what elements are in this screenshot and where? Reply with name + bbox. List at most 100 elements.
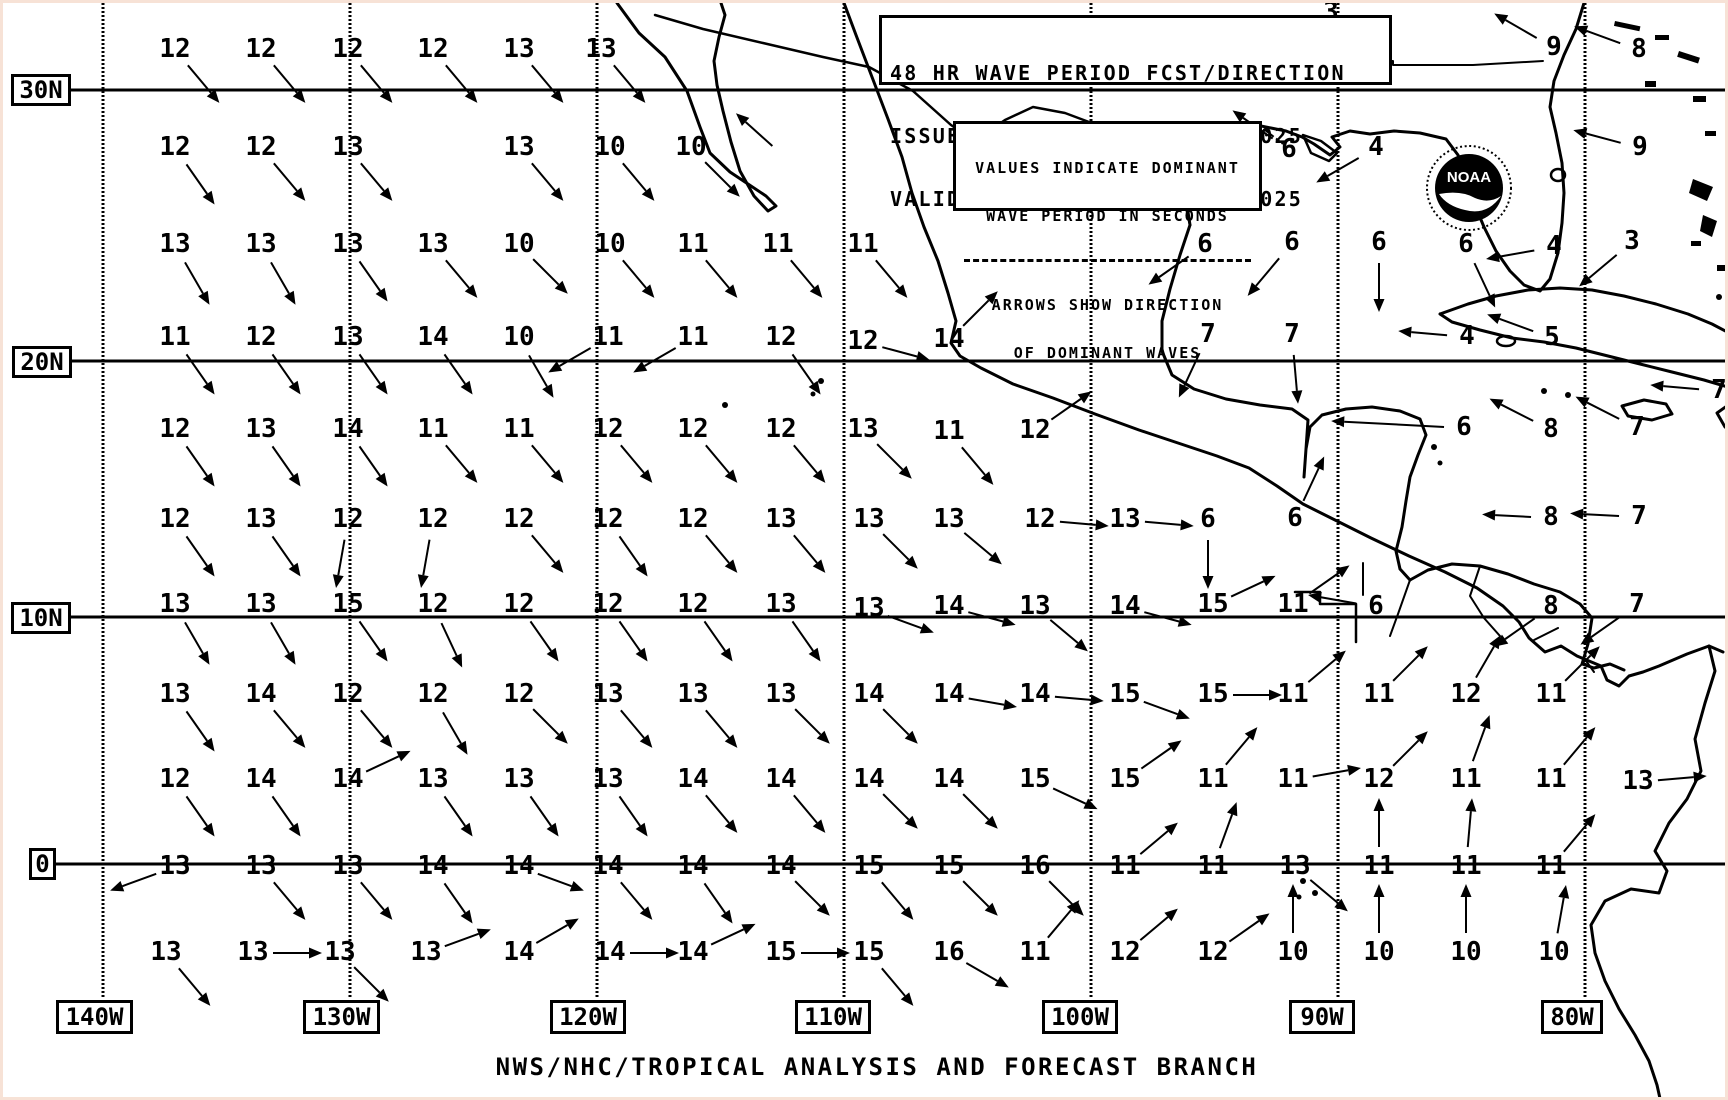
arrowhead bbox=[460, 909, 473, 924]
wave-period-value: 14 bbox=[933, 764, 964, 794]
arrowhead bbox=[724, 559, 738, 573]
wave-period-value: 13 bbox=[847, 414, 878, 444]
wave-period-value: 13 bbox=[159, 851, 190, 881]
arrowhead bbox=[1066, 900, 1080, 914]
arrowhead bbox=[375, 647, 388, 662]
wave-period-value: 14 bbox=[503, 937, 534, 967]
wave-direction-arrow bbox=[882, 533, 910, 561]
arrowhead bbox=[379, 89, 393, 103]
wave-period-value: 5 bbox=[1544, 322, 1560, 352]
wave-period-value: 12 bbox=[592, 414, 623, 444]
arrowhead bbox=[635, 562, 648, 577]
wave-period-value: 13 bbox=[1019, 591, 1050, 621]
wave-period-value: 14 bbox=[594, 937, 625, 967]
wave-direction-arrow bbox=[273, 64, 298, 94]
wave-period-value: 13 bbox=[237, 937, 268, 967]
wave-direction-arrow bbox=[443, 353, 466, 385]
arrowhead bbox=[554, 730, 568, 744]
wave-period-value: 13 bbox=[677, 679, 708, 709]
wave-period-value: 14 bbox=[1109, 591, 1140, 621]
wave-direction-arrow bbox=[705, 444, 730, 474]
arrowhead bbox=[1167, 740, 1182, 753]
wave-period-value: 12 bbox=[503, 589, 534, 619]
arrowhead bbox=[816, 902, 830, 916]
wave-period-value: 11 bbox=[1450, 851, 1481, 881]
wave-direction-arrow bbox=[793, 444, 818, 474]
wave-period-value: 12 bbox=[677, 504, 708, 534]
wave-period-value: 13 bbox=[245, 851, 276, 881]
wave-direction-arrow bbox=[1312, 769, 1349, 778]
wave-direction-arrow bbox=[1144, 520, 1181, 526]
wave-period-value: 13 bbox=[503, 764, 534, 794]
wave-direction-arrow bbox=[1047, 909, 1072, 939]
wave-direction-arrow bbox=[1498, 249, 1535, 258]
wave-direction-arrow bbox=[358, 260, 381, 292]
arrowhead bbox=[1489, 398, 1504, 410]
island-hispaniola-edge bbox=[1715, 405, 1725, 429]
wave-direction-arrow bbox=[705, 259, 730, 289]
wave-period-value: 7 bbox=[1629, 589, 1645, 619]
wave-period-value: 11 bbox=[1363, 851, 1394, 881]
wave-direction-arrow bbox=[963, 532, 993, 557]
wave-period-value: 15 bbox=[853, 851, 884, 881]
arrowhead bbox=[1460, 884, 1472, 897]
wave-period-value: 12 bbox=[1109, 937, 1140, 967]
arrowhead bbox=[1226, 802, 1238, 817]
small-islands bbox=[722, 20, 1725, 900]
wave-direction-arrow bbox=[881, 967, 906, 997]
arrowhead bbox=[1373, 299, 1385, 312]
arrowhead bbox=[632, 89, 646, 103]
arrowhead bbox=[550, 89, 564, 103]
arrowhead bbox=[197, 992, 211, 1006]
arrowhead bbox=[1573, 128, 1588, 139]
arrowhead bbox=[1261, 575, 1276, 587]
wave-direction-arrow bbox=[1309, 879, 1339, 904]
wave-direction-arrow bbox=[1411, 331, 1448, 337]
wave-direction-arrow bbox=[794, 708, 822, 736]
arrowhead bbox=[1070, 902, 1084, 916]
wave-direction-arrow bbox=[1344, 420, 1445, 428]
wave-direction-arrow bbox=[882, 708, 910, 736]
wave-period-value: 13 bbox=[933, 504, 964, 534]
arrowhead bbox=[1177, 616, 1192, 627]
arrowhead bbox=[735, 113, 750, 127]
arrowhead bbox=[284, 290, 296, 305]
arrowhead bbox=[548, 361, 563, 373]
wave-period-value: 10 bbox=[1538, 937, 1569, 967]
wave-period-value: 13 bbox=[503, 34, 534, 64]
arrowhead bbox=[720, 647, 733, 662]
wave-period-value: 13 bbox=[853, 504, 884, 534]
arrowhead bbox=[375, 472, 388, 487]
wave-period-value: 11 bbox=[592, 322, 623, 352]
wave-period-value: 11 bbox=[1535, 851, 1566, 881]
wave-direction-arrow bbox=[644, 347, 677, 367]
arrowhead bbox=[1414, 646, 1428, 660]
arrowhead bbox=[1575, 396, 1590, 408]
wave-direction-arrow bbox=[968, 697, 1005, 706]
wave-period-value: 12 bbox=[332, 34, 363, 64]
wave-period-value: 4 bbox=[1368, 132, 1384, 162]
arrowhead bbox=[1574, 25, 1589, 37]
wave-direction-arrow bbox=[445, 64, 470, 94]
wave-direction-arrow bbox=[1500, 403, 1534, 422]
arrowhead bbox=[476, 928, 491, 940]
wave-period-value: 12 bbox=[159, 132, 190, 162]
noaa-logo: NOAA bbox=[1426, 145, 1512, 231]
wave-period-value: 14 bbox=[765, 764, 796, 794]
wave-direction-arrow bbox=[1586, 29, 1621, 45]
wave-direction-arrow bbox=[1585, 132, 1621, 144]
grid-label-80W: 80W bbox=[1541, 1000, 1603, 1034]
arrowhead bbox=[639, 906, 653, 920]
arrowhead bbox=[639, 469, 653, 483]
arrowhead bbox=[1570, 508, 1584, 520]
wave-period-value: 12 bbox=[417, 34, 448, 64]
legend-leader-line bbox=[1264, 129, 1284, 145]
wave-direction-arrow bbox=[618, 620, 641, 652]
wave-period-value: 13 bbox=[417, 229, 448, 259]
arrowhead bbox=[198, 650, 210, 665]
coast-gulf-mexico-yucatan bbox=[1160, 223, 1428, 582]
wave-period-value: 12 bbox=[503, 504, 534, 534]
grid-label-20N: 20N bbox=[12, 346, 72, 378]
wave-period-value: 6 bbox=[1456, 412, 1472, 442]
wave-period-value: 10 bbox=[1277, 937, 1308, 967]
